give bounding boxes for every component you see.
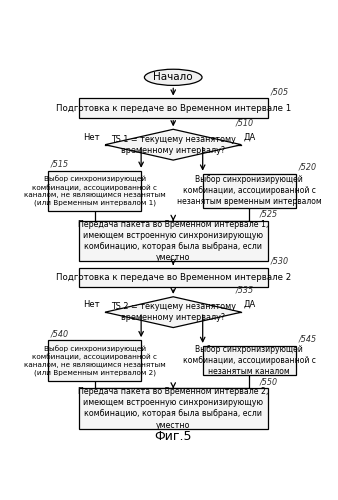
Text: Подготовка к передаче во Временном интервале 1: Подготовка к передаче во Временном интер… <box>55 104 291 112</box>
Text: Выбор синхронизирующей
комбинации, ассоциированной с
незанятым временным интерва: Выбор синхронизирующей комбинации, ассоц… <box>177 176 321 206</box>
Text: Выбор синхронизирующей
комбинации, ассоциированной с
каналом, не являющимся неза: Выбор синхронизирующей комбинации, ассоц… <box>24 345 166 376</box>
Bar <box>79 98 268 117</box>
Text: /530: /530 <box>270 257 288 266</box>
Polygon shape <box>105 130 241 160</box>
Bar <box>203 346 296 374</box>
Text: Подготовка к передаче во Временном интервале 2: Подготовка к передаче во Временном интер… <box>55 273 291 282</box>
Text: Выбор синхронизирующей
комбинации, ассоциированной с
каналом, не являющимся неза: Выбор синхронизирующей комбинации, ассоц… <box>24 176 166 206</box>
Text: Нет: Нет <box>83 132 100 141</box>
Text: ДА: ДА <box>244 300 256 309</box>
Text: Передача пакета во Временном интервале 2,
имеющем встроенную синхронизирующую
ко: Передача пакета во Временном интервале 2… <box>78 388 268 430</box>
Text: TS 1 = текущему незанятому
временному интервалу?: TS 1 = текущему незанятому временному ин… <box>111 134 236 155</box>
Bar <box>203 174 296 208</box>
Ellipse shape <box>144 69 202 86</box>
Text: /545: /545 <box>298 335 316 344</box>
Bar <box>79 268 268 287</box>
Text: Нет: Нет <box>83 300 100 309</box>
Text: ДА: ДА <box>244 132 256 141</box>
Bar <box>79 388 268 428</box>
Polygon shape <box>105 297 241 328</box>
Bar <box>48 340 141 380</box>
Text: Выбор синхронизирующей
комбинации, ассоциированной с
незанятым каналом: Выбор синхронизирующей комбинации, ассоц… <box>183 344 316 376</box>
Bar <box>48 170 141 211</box>
Text: Передача пакета во Временном интервале 1,
имеющем встроенную синхронизирующую
ко: Передача пакета во Временном интервале 1… <box>78 220 268 262</box>
Text: Фиг.5: Фиг.5 <box>154 430 192 443</box>
Text: /510: /510 <box>236 118 254 128</box>
Text: /525: /525 <box>260 210 278 219</box>
Text: /505: /505 <box>270 88 288 96</box>
Text: /515: /515 <box>51 160 69 169</box>
Text: Начало: Начало <box>153 72 193 83</box>
Text: TS 2 = текущему незанятому
временному интервалу?: TS 2 = текущему незанятому временному ин… <box>111 302 236 322</box>
Text: /520: /520 <box>298 162 316 172</box>
Text: /535: /535 <box>236 286 254 295</box>
Text: /550: /550 <box>260 378 278 386</box>
Bar <box>79 220 268 261</box>
Text: /540: /540 <box>51 329 69 338</box>
